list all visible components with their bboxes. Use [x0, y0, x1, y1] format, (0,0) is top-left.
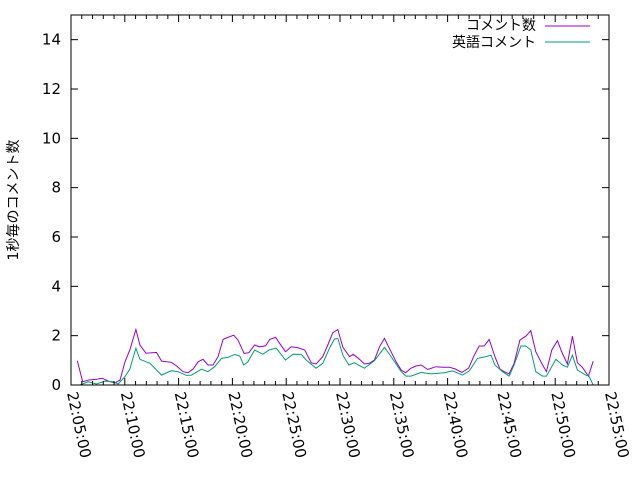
plot-marks	[77, 329, 593, 385]
series-line-1	[80, 338, 593, 385]
x-axis: 22:05:00 22:10:00 22:15:00 22:20:00 22:25:00…	[63, 15, 633, 460]
series-line-0	[77, 330, 593, 383]
x-tick-label: 22:55:00	[601, 390, 633, 460]
y-tick-label: 10	[42, 129, 61, 147]
x-tick-label: 22:50:00	[547, 390, 579, 460]
y-tick-label: 2	[51, 327, 61, 345]
y-axis-label: 1秒毎のコメント数	[6, 140, 22, 261]
x-tick-label: 22:30:00	[332, 390, 364, 460]
y-tick-label: 14	[42, 31, 61, 49]
x-tick-label: 22:40:00	[440, 390, 472, 460]
y-tick-label: 0	[51, 376, 61, 394]
y-tick-label: 6	[51, 228, 61, 246]
x-tick-label: 22:25:00	[278, 390, 310, 460]
x-tick-label: 22:35:00	[386, 390, 418, 460]
y-tick-label: 4	[51, 277, 61, 295]
x-tick-label: 22:10:00	[117, 390, 149, 460]
plot-border	[71, 15, 609, 385]
y-tick-label: 12	[42, 80, 61, 98]
legend-label-1: 英語コメント	[452, 34, 536, 51]
legend-label-0: コメント数	[466, 18, 536, 34]
y-tick-label: 8	[51, 179, 61, 197]
x-tick-label: 22:05:00	[63, 390, 95, 460]
x-tick-label: 22:20:00	[224, 390, 256, 460]
legend: コメント数 英語コメント	[452, 18, 590, 51]
y-axis: 0 2 4 6 8 10 12 14	[42, 31, 609, 394]
x-tick-label: 22:45:00	[493, 390, 525, 460]
x-tick-label: 22:15:00	[171, 390, 203, 460]
